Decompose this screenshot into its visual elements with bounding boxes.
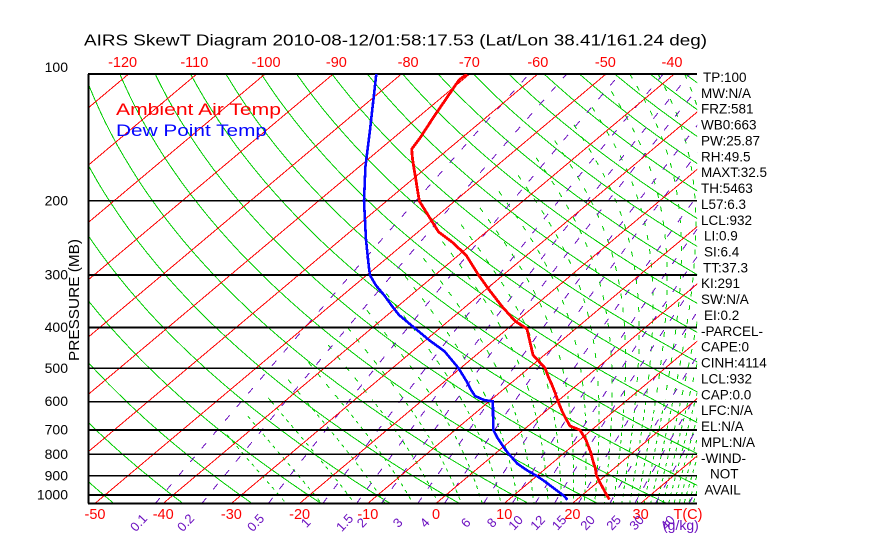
svg-text:TP:100: TP:100 [703, 70, 747, 85]
svg-text:PRESSURE (MB): PRESSURE (MB) [67, 239, 83, 361]
svg-text:EL:N/A: EL:N/A [701, 419, 744, 434]
svg-text:20: 20 [564, 507, 580, 523]
svg-text:AVAIL: AVAIL [705, 482, 742, 497]
svg-text:LFC:N/A: LFC:N/A [701, 403, 753, 418]
svg-text:-WIND-: -WIND- [701, 451, 746, 466]
svg-text:(g/kg): (g/kg) [663, 517, 699, 533]
svg-text:MAXT:32.5: MAXT:32.5 [701, 165, 767, 180]
svg-text:SW:N/A: SW:N/A [701, 292, 749, 307]
svg-text:600: 600 [45, 393, 69, 409]
svg-text:700: 700 [45, 421, 69, 437]
svg-text:CAP:0.0: CAP:0.0 [701, 387, 751, 402]
svg-text:-70: -70 [459, 55, 480, 71]
svg-text:RH:49.5: RH:49.5 [701, 149, 751, 164]
svg-text:LCL:932: LCL:932 [701, 213, 752, 228]
svg-text:800: 800 [45, 446, 69, 462]
svg-text:NOT: NOT [710, 467, 739, 482]
svg-text:-40: -40 [153, 507, 174, 523]
svg-text:-110: -110 [180, 55, 208, 71]
svg-text:-60: -60 [527, 55, 548, 71]
svg-text:SI:6.4: SI:6.4 [704, 245, 740, 260]
svg-text:-50: -50 [85, 507, 106, 523]
svg-text:-80: -80 [398, 55, 419, 71]
svg-text:-PARCEL-: -PARCEL- [701, 324, 763, 339]
svg-text:10: 10 [496, 507, 512, 523]
svg-text:MPL:N/A: MPL:N/A [701, 435, 755, 450]
svg-text:400: 400 [45, 319, 69, 335]
svg-text:1000: 1000 [37, 487, 68, 503]
svg-text:L57:6.3: L57:6.3 [701, 197, 746, 212]
svg-text:FRZ:581: FRZ:581 [701, 102, 754, 117]
svg-text:LCL:932: LCL:932 [701, 371, 752, 386]
svg-text:TH:5463: TH:5463 [701, 181, 753, 196]
svg-text:CINH:4114: CINH:4114 [701, 356, 767, 371]
svg-text:PW:25.87: PW:25.87 [701, 133, 760, 148]
svg-text:900: 900 [45, 467, 69, 483]
svg-text:-120: -120 [108, 55, 137, 71]
svg-text:-30: -30 [221, 507, 242, 523]
svg-text:AIRS SkewT Diagram 2010-08-12/: AIRS SkewT Diagram 2010-08-12/01:58:17.5… [84, 33, 707, 50]
svg-text:30: 30 [633, 507, 649, 523]
svg-text:-40: -40 [662, 55, 683, 71]
svg-text:LI:0.9: LI:0.9 [704, 229, 738, 244]
svg-text:EI:0.2: EI:0.2 [704, 308, 739, 323]
svg-text:Dew Point Temp: Dew Point Temp [116, 122, 267, 140]
svg-text:-90: -90 [326, 55, 347, 71]
svg-text:-100: -100 [251, 55, 280, 71]
svg-text:TT:37.3: TT:37.3 [703, 260, 748, 275]
svg-text:KI:291: KI:291 [701, 276, 740, 291]
svg-text:T(C): T(C) [674, 507, 703, 523]
svg-text:MW:N/A: MW:N/A [701, 86, 751, 101]
svg-text:-50: -50 [595, 55, 616, 71]
svg-text:CAPE:0: CAPE:0 [701, 340, 749, 355]
svg-text:-20: -20 [289, 507, 310, 523]
svg-text:WB0:663: WB0:663 [701, 118, 757, 133]
svg-text:500: 500 [45, 360, 69, 376]
svg-text:Ambient Air Temp: Ambient Air Temp [116, 101, 281, 119]
svg-text:100: 100 [45, 59, 69, 75]
svg-text:0: 0 [432, 507, 440, 523]
svg-text:200: 200 [45, 192, 69, 208]
svg-text:300: 300 [45, 266, 69, 282]
svg-text:-10: -10 [357, 507, 378, 523]
